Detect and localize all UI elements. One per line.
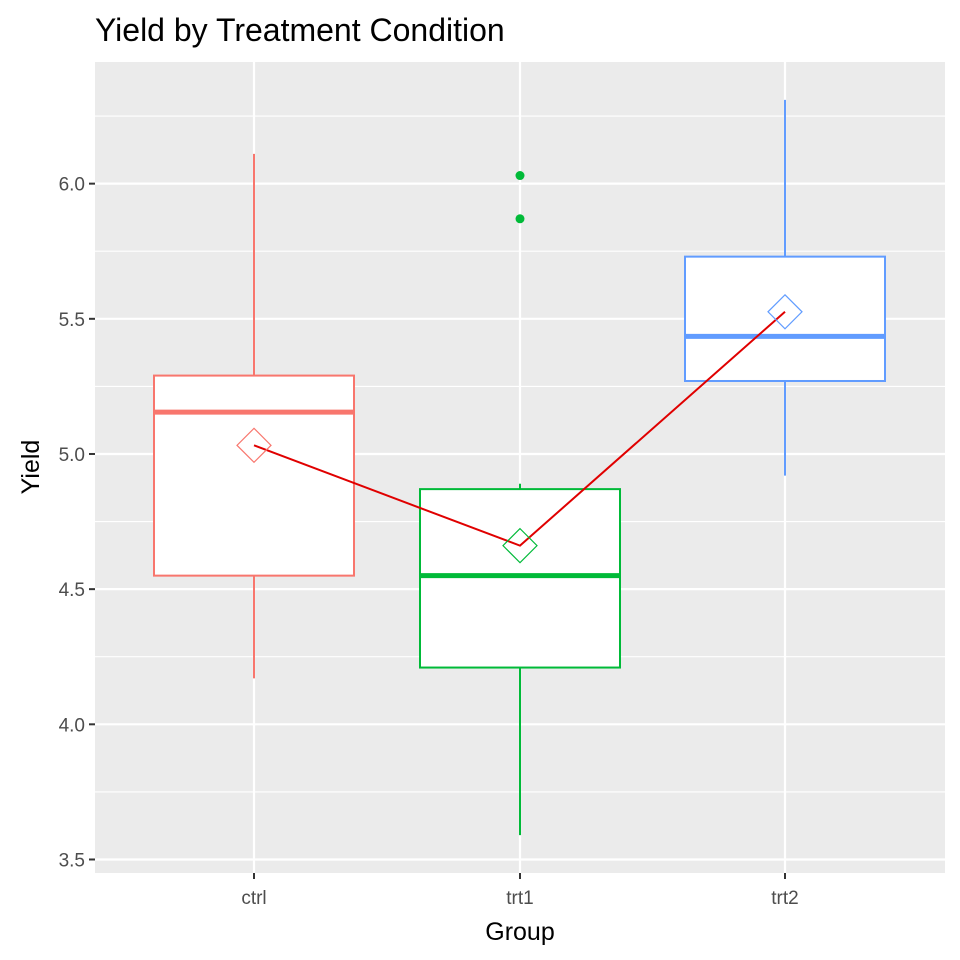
x-tick-label: ctrl — [241, 888, 266, 909]
mean-diamond-trt1 — [502, 527, 538, 564]
outlier-point — [515, 214, 525, 224]
box-iqr — [419, 488, 621, 669]
box-iqr — [153, 374, 355, 577]
y-tick-label: 5.5 — [59, 310, 85, 331]
mean-diamond-trt2 — [767, 293, 803, 330]
y-tick-label: 6.0 — [59, 175, 85, 196]
y-axis: 3.5 4.0 4.5 5.0 5.5 6.0 — [59, 175, 95, 871]
mean-diamond-ctrl — [236, 427, 272, 464]
y-tick-label: 5.0 — [59, 445, 85, 466]
box-ctrl — [153, 153, 355, 679]
mean-connecting-line — [253, 311, 786, 547]
chart-title: Yield by Treatment Condition — [95, 12, 505, 48]
y-tick-label: 4.5 — [59, 580, 85, 601]
y-tick-label: 3.5 — [59, 850, 85, 871]
box-trt2 — [684, 99, 886, 476]
x-axis-title: Group — [485, 918, 554, 946]
y-axis-title: Yield — [17, 440, 45, 495]
x-tick-label: trt1 — [506, 888, 533, 909]
x-axis: ctrl trt1 trt2 — [241, 873, 799, 909]
box-trt1 — [419, 171, 621, 836]
boxes-layer — [153, 99, 886, 836]
outlier-point — [515, 171, 525, 181]
y-tick-label: 4.0 — [59, 715, 85, 736]
means-layer — [236, 293, 803, 564]
box-iqr — [684, 255, 886, 382]
x-tick-label: trt2 — [771, 888, 798, 909]
